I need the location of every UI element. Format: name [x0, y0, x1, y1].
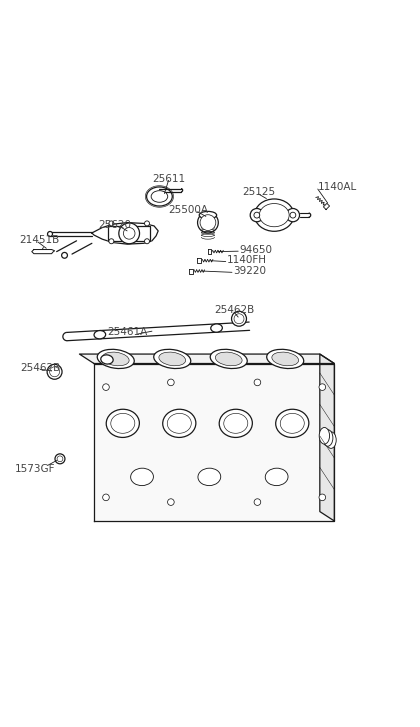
Polygon shape [92, 222, 158, 244]
Text: 25611: 25611 [152, 174, 185, 184]
Ellipse shape [151, 190, 168, 202]
Ellipse shape [62, 252, 68, 258]
Text: 21451B: 21451B [19, 236, 60, 246]
Text: 1140FH: 1140FH [226, 255, 267, 265]
Ellipse shape [111, 414, 135, 433]
Polygon shape [67, 322, 249, 341]
Ellipse shape [200, 214, 216, 230]
Ellipse shape [323, 430, 333, 446]
Ellipse shape [198, 468, 221, 486]
Ellipse shape [259, 204, 289, 227]
Circle shape [168, 379, 174, 386]
Circle shape [57, 456, 63, 462]
Text: 25500A: 25500A [168, 205, 208, 215]
Ellipse shape [106, 409, 139, 438]
Polygon shape [108, 226, 150, 241]
Text: 25462B: 25462B [214, 305, 254, 316]
Circle shape [254, 499, 261, 505]
Polygon shape [323, 204, 330, 209]
Circle shape [254, 379, 261, 386]
Polygon shape [32, 249, 55, 254]
Ellipse shape [255, 199, 294, 231]
Ellipse shape [219, 409, 252, 438]
Ellipse shape [210, 350, 247, 369]
Circle shape [231, 311, 247, 326]
Circle shape [47, 364, 62, 379]
Circle shape [168, 499, 174, 505]
Ellipse shape [197, 212, 218, 233]
Circle shape [123, 228, 135, 239]
Text: 25462B: 25462B [20, 363, 60, 373]
Ellipse shape [167, 414, 191, 433]
Ellipse shape [97, 350, 134, 369]
Ellipse shape [154, 350, 191, 369]
Ellipse shape [47, 231, 52, 236]
Text: 25461A: 25461A [107, 327, 147, 337]
Circle shape [109, 221, 114, 226]
Polygon shape [320, 354, 334, 521]
Polygon shape [189, 268, 193, 273]
Circle shape [286, 209, 299, 222]
Ellipse shape [159, 352, 186, 366]
Polygon shape [94, 364, 334, 521]
Ellipse shape [280, 414, 304, 433]
Text: 1573GF: 1573GF [15, 464, 55, 474]
Ellipse shape [163, 409, 196, 438]
Circle shape [144, 221, 150, 226]
Circle shape [319, 494, 326, 501]
Circle shape [119, 223, 139, 244]
Text: 39220: 39220 [233, 265, 266, 276]
Circle shape [319, 384, 326, 390]
Circle shape [102, 384, 109, 390]
Ellipse shape [94, 331, 106, 339]
Ellipse shape [272, 352, 299, 366]
Text: 94650: 94650 [239, 244, 272, 254]
Ellipse shape [267, 350, 304, 369]
Ellipse shape [102, 352, 129, 366]
Ellipse shape [265, 468, 288, 486]
Circle shape [50, 367, 60, 377]
Circle shape [234, 314, 244, 324]
Text: 25620: 25620 [98, 220, 131, 230]
Ellipse shape [147, 187, 172, 206]
Polygon shape [207, 249, 211, 254]
Ellipse shape [215, 352, 242, 366]
Ellipse shape [131, 468, 153, 486]
Circle shape [109, 238, 114, 244]
Text: 1140AL: 1140AL [318, 182, 357, 193]
Polygon shape [79, 354, 334, 364]
Ellipse shape [199, 212, 217, 219]
Circle shape [290, 212, 296, 218]
Ellipse shape [326, 432, 336, 449]
Circle shape [250, 209, 263, 222]
Ellipse shape [319, 427, 330, 444]
Circle shape [254, 212, 260, 218]
Ellipse shape [211, 324, 222, 332]
Text: 25125: 25125 [242, 188, 275, 197]
Ellipse shape [276, 409, 309, 438]
Circle shape [102, 494, 109, 501]
Circle shape [55, 454, 65, 464]
Polygon shape [197, 258, 201, 263]
Ellipse shape [101, 355, 113, 364]
Circle shape [144, 238, 150, 244]
Ellipse shape [224, 414, 248, 433]
